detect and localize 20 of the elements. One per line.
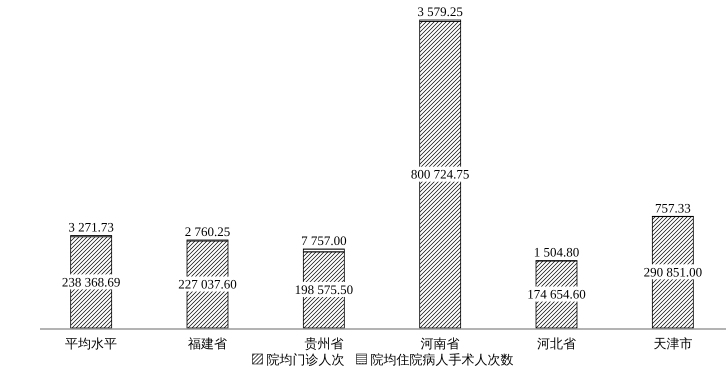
x-tick-label: 平均水平 xyxy=(65,336,118,351)
data-label: 238 368.69 xyxy=(62,274,120,290)
x-tick-label: 福建省 xyxy=(188,336,227,351)
data-label: 2 760.25 xyxy=(184,224,230,239)
data-label: 800 724.75 xyxy=(410,166,470,182)
data-label: 1 504.80 xyxy=(534,244,580,260)
data-label: 3 579.25 xyxy=(417,4,463,19)
x-tick-label: 贵州省 xyxy=(304,336,344,351)
x-tick-label: 天津市 xyxy=(653,336,692,351)
data-label: 757.33 xyxy=(654,200,691,216)
data-label: 174 654.60 xyxy=(527,286,586,302)
data-label: 290 851.00 xyxy=(644,264,702,280)
data-label: 198 575.50 xyxy=(294,282,354,297)
data-label: 7 757.00 xyxy=(301,232,347,248)
data-label: 227 037.60 xyxy=(178,276,237,292)
x-tick-label: 河南省 xyxy=(420,336,460,351)
legend-label: 院均门诊人次 xyxy=(266,352,344,367)
legend-label: 院均住院病人手术人次数 xyxy=(370,352,514,367)
x-tick-label: 河北省 xyxy=(537,336,576,351)
data-label: 3 271.73 xyxy=(68,219,114,234)
